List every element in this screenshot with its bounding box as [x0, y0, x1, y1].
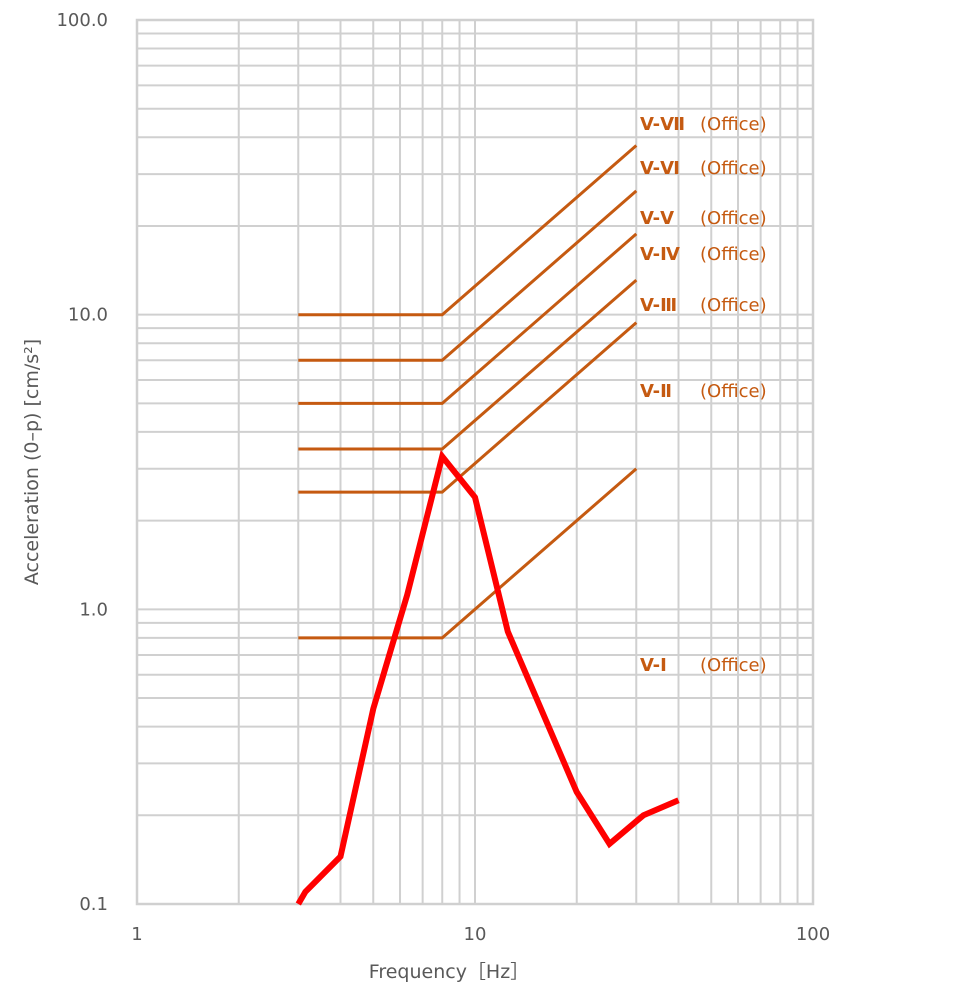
criteria-label: V-Ⅰ (Office): [640, 655, 767, 676]
y-tick-label: 0.1: [79, 894, 108, 915]
criteria-label: V-Ⅳ (Office): [640, 244, 767, 265]
criteria-series-line: [298, 278, 638, 451]
criteria-suffix: (Office): [700, 295, 767, 316]
criteria-code: V-Ⅴ: [640, 208, 674, 229]
y-axis-title: Acceleration (0–p) [cm/s²]: [21, 339, 43, 585]
criteria-code: V-Ⅲ: [640, 295, 677, 316]
x-axis-tick-labels: 1 10 100: [131, 924, 830, 945]
plot-border: [135, 18, 815, 906]
criteria-code: V-Ⅳ: [640, 244, 680, 265]
criteria-suffix: (Office): [700, 208, 767, 229]
criteria-suffix: (Office): [700, 158, 767, 179]
criteria-code: V-Ⅶ: [640, 114, 685, 135]
measured-line: [295, 449, 680, 906]
plot-frame: [135, 18, 815, 906]
criteria-suffix: (Office): [700, 244, 767, 265]
x-tick-label: 100: [796, 924, 830, 945]
criteria-series-line: [298, 467, 638, 640]
criteria-series-line: [298, 144, 638, 317]
y-axis-tick-labels: 0.1 1.0 10.0 100.0: [56, 10, 108, 915]
criteria-label: V-Ⅲ (Office): [640, 295, 767, 316]
criteria-suffix: (Office): [700, 655, 767, 676]
criteria-code: V-Ⅰ: [640, 655, 667, 676]
x-tick-label: 1: [131, 924, 142, 945]
criteria-series-line: [298, 232, 638, 405]
criteria-lines: [298, 144, 638, 640]
criteria-code: V-Ⅵ: [640, 158, 680, 179]
criteria-label: V-Ⅵ (Office): [640, 158, 767, 179]
x-axis-title: Frequency［Hz］: [369, 961, 529, 983]
measured-series-line: [295, 449, 680, 906]
y-tick-label: 1.0: [79, 599, 108, 620]
x-tick-label: 10: [464, 924, 487, 945]
criteria-label: V-Ⅶ (Office): [640, 114, 767, 135]
criteria-label: V-Ⅱ (Office): [640, 381, 767, 402]
criteria-labels: V-Ⅶ (Office) V-Ⅵ (Office) V-Ⅴ (Office) V-Ⅳ (Off…: [640, 114, 767, 676]
criteria-series-line: [298, 321, 638, 494]
y-tick-label: 100.0: [56, 10, 108, 31]
criteria-label: V-Ⅴ (Office): [640, 208, 767, 229]
y-tick-label: 10.0: [68, 305, 108, 326]
criteria-series-line: [298, 189, 638, 362]
criteria-suffix: (Office): [700, 114, 767, 135]
criteria-suffix: (Office): [700, 381, 767, 402]
criteria-code: V-Ⅱ: [640, 381, 672, 402]
